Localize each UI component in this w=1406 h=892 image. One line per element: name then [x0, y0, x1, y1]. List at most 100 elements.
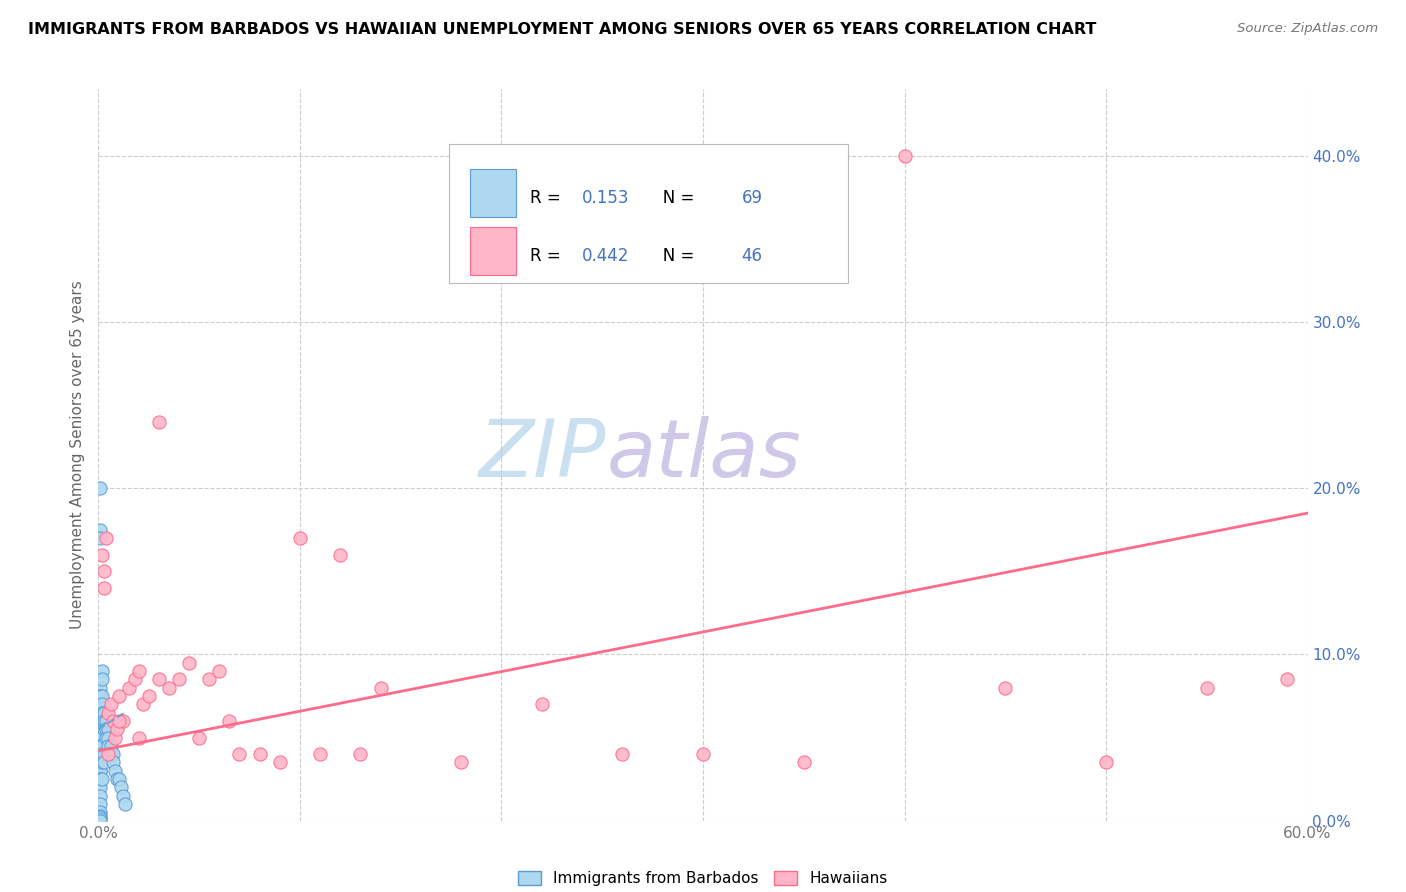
Point	[101, 756, 124, 770]
Point	[91, 689, 114, 703]
Point	[96, 731, 118, 745]
FancyBboxPatch shape	[449, 144, 848, 283]
Text: N =: N =	[647, 247, 700, 265]
Text: R =: R =	[530, 247, 567, 265]
Point	[89, 789, 111, 803]
Point	[93, 723, 115, 737]
Point	[530, 698, 553, 712]
Text: ZIP: ZIP	[479, 416, 606, 494]
Text: atlas: atlas	[606, 416, 801, 494]
FancyBboxPatch shape	[470, 169, 516, 217]
Point	[96, 714, 118, 728]
Point	[101, 714, 124, 728]
Point	[91, 739, 114, 753]
Point	[1195, 681, 1218, 695]
Point	[89, 827, 111, 841]
Point	[89, 805, 111, 820]
Point	[89, 797, 111, 811]
Point	[188, 731, 211, 745]
Point	[101, 747, 124, 761]
Point	[138, 689, 160, 703]
Point	[218, 714, 240, 728]
Point	[228, 747, 250, 761]
Point	[93, 564, 115, 578]
Point	[89, 822, 111, 836]
Point	[309, 747, 332, 761]
Point	[91, 673, 114, 687]
Point	[128, 731, 150, 745]
Point	[1095, 756, 1118, 770]
Point	[89, 756, 111, 770]
Legend: Immigrants from Barbados, Hawaiians: Immigrants from Barbados, Hawaiians	[519, 871, 887, 886]
Point	[89, 772, 111, 786]
Point	[107, 772, 129, 786]
Text: N =: N =	[647, 189, 700, 207]
Point	[89, 780, 111, 795]
Point	[97, 739, 120, 753]
Point	[198, 673, 221, 687]
Point	[97, 706, 120, 720]
Point	[89, 698, 111, 712]
Point	[128, 664, 150, 678]
Text: R =: R =	[530, 189, 567, 207]
Point	[89, 750, 111, 764]
Point	[349, 747, 371, 761]
Point	[89, 833, 111, 847]
Point	[107, 714, 129, 728]
Point	[450, 756, 472, 770]
Point	[793, 756, 815, 770]
Point	[89, 747, 111, 761]
Point	[89, 739, 111, 753]
Point	[148, 415, 170, 429]
Point	[89, 810, 111, 824]
Point	[97, 747, 120, 761]
Text: Source: ZipAtlas.com: Source: ZipAtlas.com	[1237, 22, 1378, 36]
Point	[288, 531, 311, 545]
Text: 69: 69	[742, 189, 762, 207]
Point	[893, 149, 915, 163]
Point	[118, 681, 141, 695]
Point	[91, 706, 114, 720]
Point	[167, 673, 190, 687]
Point	[89, 714, 111, 728]
Point	[91, 756, 114, 770]
Point	[269, 756, 291, 770]
Point	[249, 747, 271, 761]
Point	[89, 772, 111, 786]
Point	[89, 723, 111, 737]
Point	[100, 747, 122, 761]
Point	[89, 838, 111, 853]
Point	[1277, 673, 1299, 687]
Point	[89, 808, 111, 822]
Point	[89, 681, 111, 695]
Point	[370, 681, 392, 695]
Point	[692, 747, 714, 761]
Point	[110, 780, 132, 795]
Point	[96, 531, 118, 545]
Point	[107, 689, 129, 703]
Point	[329, 548, 352, 562]
Point	[89, 764, 111, 778]
Point	[103, 764, 125, 778]
Point	[89, 747, 111, 761]
Point	[97, 731, 120, 745]
Point	[93, 747, 115, 761]
FancyBboxPatch shape	[470, 227, 516, 275]
Text: 46: 46	[742, 247, 762, 265]
Point	[93, 706, 115, 720]
Point	[612, 747, 634, 761]
Point	[91, 747, 114, 761]
Point	[111, 714, 134, 728]
Point	[132, 698, 155, 712]
Point	[89, 714, 111, 728]
Point	[91, 772, 114, 786]
Point	[89, 706, 111, 720]
Point	[89, 706, 111, 720]
Text: 0.442: 0.442	[582, 247, 630, 265]
Text: IMMIGRANTS FROM BARBADOS VS HAWAIIAN UNEMPLOYMENT AMONG SENIORS OVER 65 YEARS CO: IMMIGRANTS FROM BARBADOS VS HAWAIIAN UNE…	[28, 22, 1097, 37]
Point	[89, 523, 111, 537]
Point	[91, 548, 114, 562]
Point	[208, 664, 231, 678]
Point	[91, 664, 114, 678]
Point	[97, 723, 120, 737]
